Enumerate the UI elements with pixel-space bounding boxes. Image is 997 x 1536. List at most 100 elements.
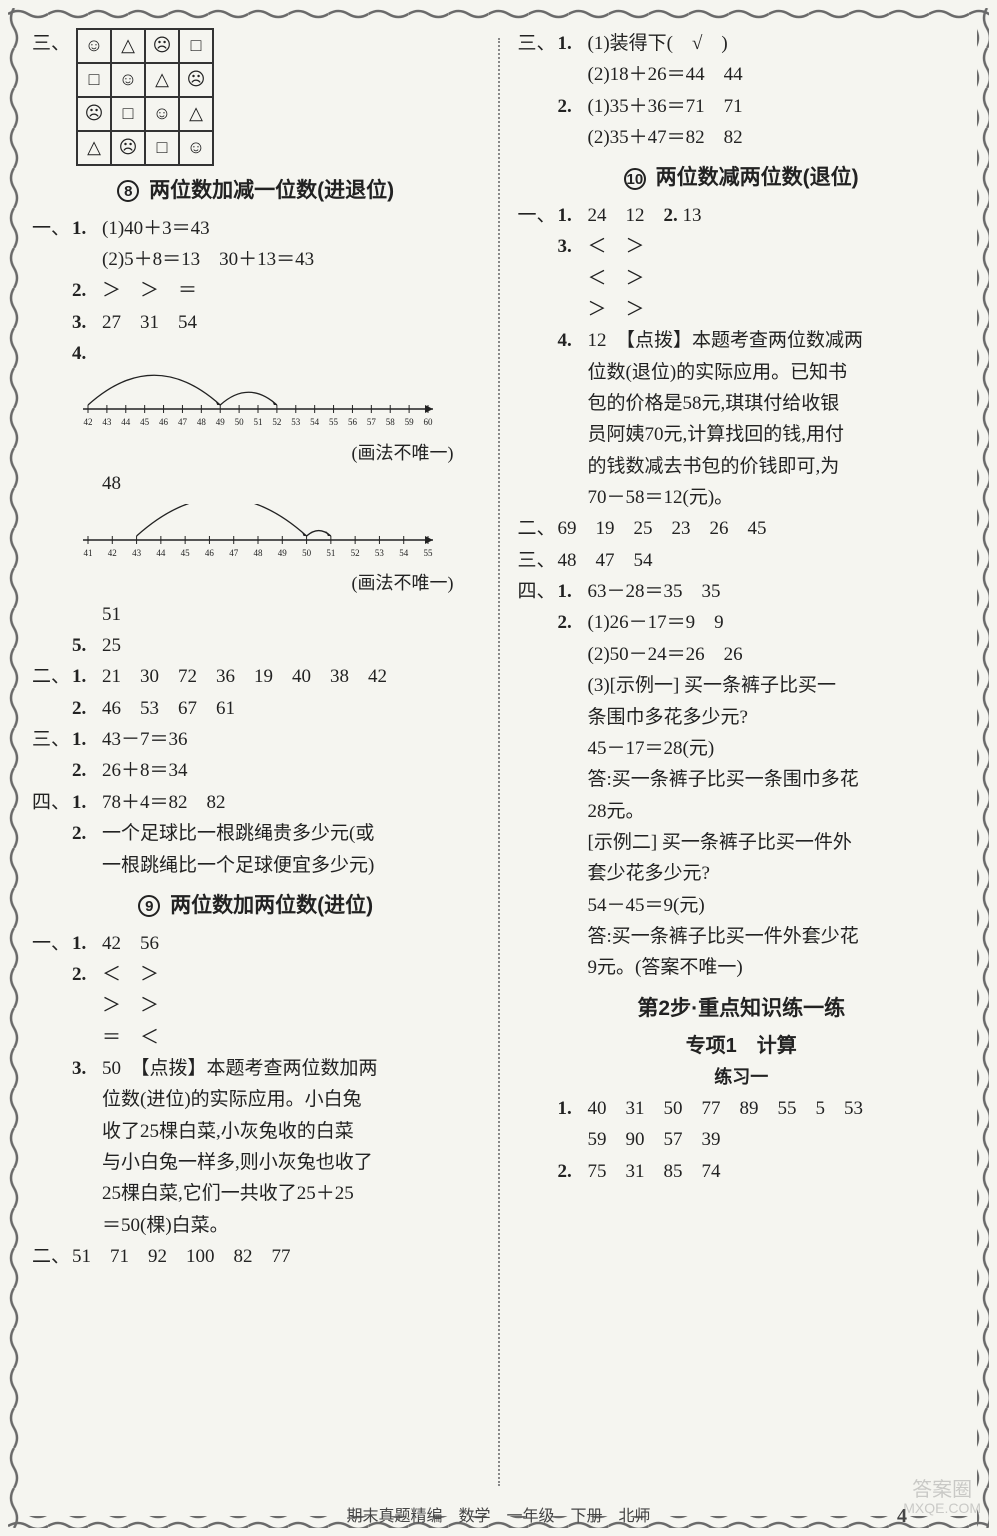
c: 套少花多少元? <box>514 858 970 889</box>
number-line-1: 42434445464748495051525354555657585960 <box>78 373 438 438</box>
c: 员阿姨70元,计算找回的钱,用付 <box>514 419 970 450</box>
c: 位数(进位)的实际应用。小白兔 <box>28 1084 484 1115</box>
svg-text:47: 47 <box>229 548 239 558</box>
grid-cell: ☺ <box>145 97 179 131</box>
grid-cell: ☹ <box>145 29 179 63</box>
c: 78＋4＝82 82 <box>102 787 484 818</box>
section-10-heading: 10 两位数减两位数(退位) <box>514 161 970 196</box>
marker-san: 三、 <box>28 28 72 166</box>
c: 27 31 54 <box>102 307 484 338</box>
c: 与小白兔一样多,则小灰兔也收了 <box>28 1147 484 1178</box>
s: 1. <box>558 1093 588 1124</box>
m: 四、 <box>28 787 72 818</box>
svg-text:53: 53 <box>375 548 385 558</box>
s: 1. <box>72 724 102 755</box>
c: 54－45＝9(元) <box>514 890 970 921</box>
svg-text:45: 45 <box>181 548 191 558</box>
shape-grid: ☺△☹□□☺△☹☹□☺△△☹□☺ <box>76 28 214 166</box>
svg-text:58: 58 <box>386 417 396 427</box>
lx1-heading: 练习一 <box>514 1063 970 1093</box>
c: (2)18＋26＝44 44 <box>514 59 970 90</box>
c: 63－28＝35 35 <box>588 576 970 607</box>
section-9-heading: 9 两位数加两位数(进位) <box>28 889 484 924</box>
m: 三、 <box>514 28 558 59</box>
c: 59 90 57 39 <box>514 1124 970 1155</box>
c: 26＋8＝34 <box>102 755 484 786</box>
c: 包的价格是58元,琪琪付给收银 <box>514 388 970 419</box>
m: 二、 <box>28 1241 72 1272</box>
s: 2. <box>72 959 102 990</box>
s: 2. <box>558 1156 588 1187</box>
s: 1. <box>558 200 588 231</box>
c: 12 【点拨】本题考查两位数减两 <box>588 325 970 356</box>
grid-cell: □ <box>77 63 111 97</box>
c: 28元。 <box>514 796 970 827</box>
s: 1. <box>558 28 588 59</box>
svg-text:54: 54 <box>310 417 320 427</box>
m: 一、 <box>28 213 72 244</box>
circled-9: 9 <box>138 895 160 917</box>
circled-8: 8 <box>117 180 139 202</box>
number-line-2: 414243444546474849505152535455 <box>78 504 438 569</box>
c: (3)[示例一] 买一条裤子比买一 <box>514 670 970 701</box>
circled-10: 10 <box>624 168 646 190</box>
grid-cell: △ <box>145 63 179 97</box>
c: 收了25棵白菜,小灰兔收的白菜 <box>28 1116 484 1147</box>
c: 答:买一条裤子比买一件外套少花 <box>514 921 970 952</box>
grid-cell: ☺ <box>77 29 111 63</box>
c: (1)40＋3＝43 <box>102 213 484 244</box>
c: 一根跳绳比一个足球便宜多少元) <box>28 850 484 881</box>
c: 一个足球比一根跳绳贵多少元(或 <box>102 818 484 849</box>
m: 三、 <box>28 724 72 755</box>
c: 25 <box>102 630 484 661</box>
c: ＜ ＞ <box>102 959 484 990</box>
right-column: 三、1.(1)装得下( √ ) (2)18＋26＝44 44 2.(1)35＋3… <box>514 28 970 1496</box>
grid-cell: □ <box>145 131 179 165</box>
svg-text:43: 43 <box>102 417 112 427</box>
s: 2. <box>72 755 102 786</box>
sec9-title: 两位数加两位数(进位) <box>170 894 373 917</box>
svg-text:51: 51 <box>326 548 335 558</box>
svg-text:42: 42 <box>84 417 93 427</box>
s: 4. <box>72 338 102 369</box>
footer-text: 期末真题精编 数学 一年级 下册 北师 <box>0 1502 997 1526</box>
grid-cell: ☹ <box>111 131 145 165</box>
c: ＝ ＜ <box>28 1022 484 1053</box>
c: 45－17＝28(元) <box>514 733 970 764</box>
s: 1. <box>72 787 102 818</box>
c: 48 <box>28 468 484 499</box>
svg-text:44: 44 <box>156 548 166 558</box>
sec8-title: 两位数加减一位数(进退位) <box>149 179 394 202</box>
grid-cell: ☺ <box>111 63 145 97</box>
c: 50 【点拨】本题考查两位数加两 <box>102 1053 484 1084</box>
grid-cell: ☹ <box>179 63 213 97</box>
c: ＜ ＞ <box>588 231 970 262</box>
c: 的钱数减去书包的价钱即可,为 <box>514 451 970 482</box>
c: (2)35＋47＝82 82 <box>514 122 970 153</box>
c: 70－58＝12(元)。 <box>514 482 970 513</box>
svg-text:48: 48 <box>197 417 207 427</box>
s: 1. <box>72 928 102 959</box>
svg-text:46: 46 <box>159 417 169 427</box>
svg-text:57: 57 <box>367 417 377 427</box>
s: 1. <box>558 576 588 607</box>
grid-cell: □ <box>111 97 145 131</box>
c: 9元。(答案不唯一) <box>514 952 970 983</box>
svg-text:53: 53 <box>291 417 301 427</box>
c: ＝50(棵)白菜。 <box>28 1210 484 1241</box>
svg-text:49: 49 <box>216 417 226 427</box>
s: 2. <box>72 818 102 849</box>
svg-text:46: 46 <box>205 548 215 558</box>
svg-text:52: 52 <box>272 417 281 427</box>
svg-text:51: 51 <box>254 417 263 427</box>
step2-heading: 第2步·重点知识练一练 <box>514 992 970 1027</box>
grid-block: 三、 ☺△☹□□☺△☹☹□☺△△☹□☺ <box>28 28 484 166</box>
sec10-title: 两位数减两位数(退位) <box>656 166 859 189</box>
c: (1)26－17＝9 9 <box>588 607 970 638</box>
svg-text:42: 42 <box>108 548 117 558</box>
s: 2. <box>72 275 102 306</box>
svg-text:60: 60 <box>424 417 434 427</box>
s: 3. <box>558 231 588 262</box>
section-8-heading: 8 两位数加减一位数(进退位) <box>28 174 484 209</box>
c: 46 53 67 61 <box>102 693 484 724</box>
